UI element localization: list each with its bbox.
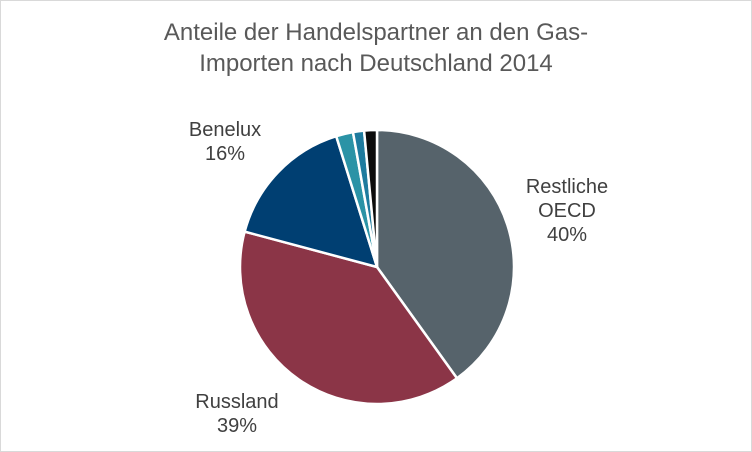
pie-slice-5 [362,128,379,269]
label-restliche-oecd-value: 40% [546,224,588,246]
label-restliche-oecd-line-2: OECD [538,200,596,222]
label-restliche-oecd: Restliche OECD 40% [507,175,627,247]
pie-slice-1 [238,230,459,406]
chart-title-line-1: Anteile der Handelspartner an den Gas- [163,19,589,46]
label-russland: Russland 39% [177,390,297,438]
label-benelux-name: Benelux [188,119,262,141]
pie-slice-0 [375,128,516,380]
label-russland-name: Russland [195,391,279,413]
label-benelux-value: 16% [204,143,246,165]
chart-title: Anteile der Handelspartner an den Gas- I… [1,17,751,79]
label-benelux: Benelux 16% [165,118,285,166]
pie-slice-2 [243,134,379,269]
label-restliche-oecd-line-1: Restliche [525,176,609,198]
label-russland-value: 39% [216,415,258,437]
chart-title-line-2: Importen nach Deutschland 2014 [199,50,553,77]
